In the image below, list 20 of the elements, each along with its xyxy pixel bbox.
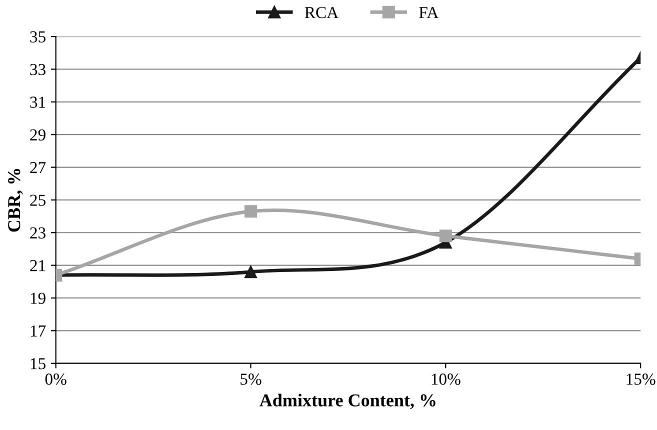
y-tick-label: 21 bbox=[30, 260, 46, 272]
x-tick-label: 5% bbox=[240, 374, 262, 385]
y-tick-label: 19 bbox=[30, 292, 46, 304]
y-tick-label: 33 bbox=[30, 64, 46, 76]
y-tick-label: 27 bbox=[30, 162, 46, 174]
y-tick-label: 35 bbox=[30, 31, 46, 42]
x-tick-label: 0% bbox=[45, 374, 66, 385]
point bbox=[244, 266, 258, 278]
x-tick-label: 15% bbox=[626, 374, 656, 385]
y-tick-label: 15 bbox=[30, 358, 46, 370]
x-tick-label: 10% bbox=[432, 374, 460, 385]
y-axis-title: CBR, % bbox=[8, 169, 23, 232]
legend-label: FA bbox=[419, 7, 439, 18]
y-tick-label: 17 bbox=[30, 325, 46, 336]
y-tick-label: 29 bbox=[30, 129, 46, 141]
y-tick-label: 25 bbox=[30, 194, 46, 206]
y-tick-label: 23 bbox=[30, 227, 46, 239]
y-tick-label: 31 bbox=[30, 96, 46, 108]
x-axis-title: Admixture Content, % bbox=[260, 394, 436, 410]
legend-label: RCA bbox=[304, 6, 339, 18]
